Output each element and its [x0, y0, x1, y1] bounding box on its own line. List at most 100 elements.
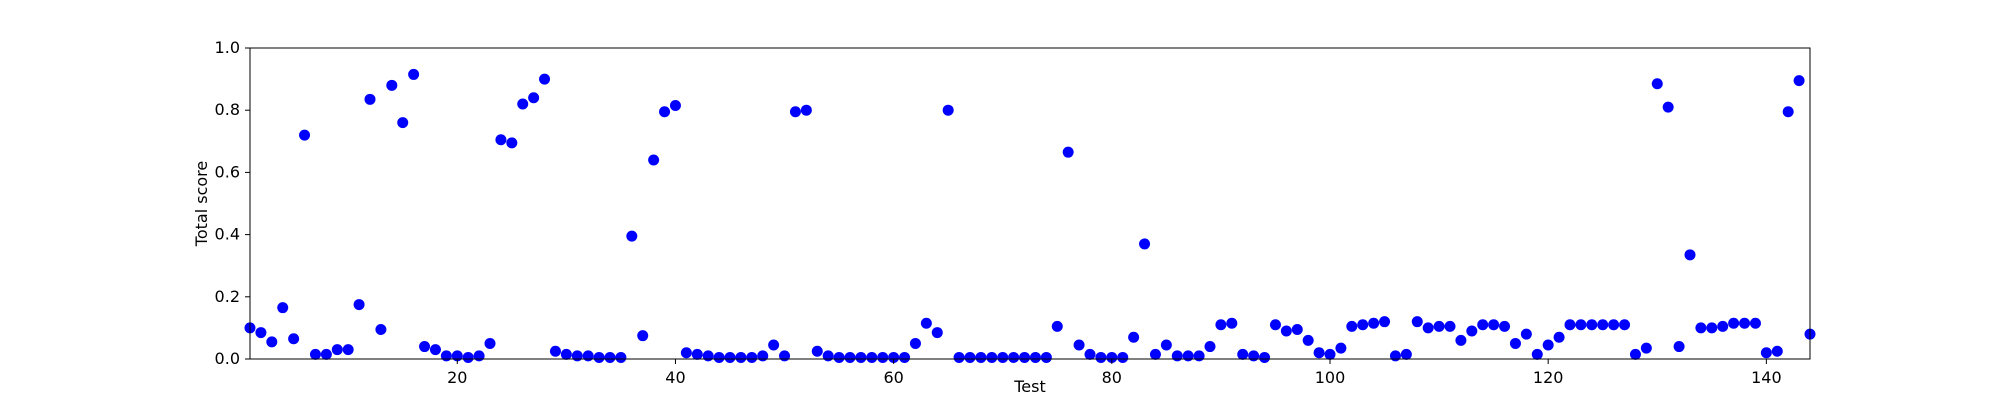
data-point: [397, 117, 409, 129]
data-point: [288, 333, 300, 345]
data-point: [1237, 348, 1249, 360]
data-point: [1455, 334, 1467, 346]
data-point: [255, 327, 267, 339]
x-axis-ticks: 20 40 60 80 100 120 140: [447, 359, 1782, 387]
data-point: [1520, 328, 1532, 340]
data-point: [702, 350, 714, 362]
data-point: [1695, 322, 1707, 334]
data-point: [1095, 351, 1107, 363]
data-point: [549, 345, 561, 357]
data-point: [1128, 331, 1140, 343]
data-point: [1749, 317, 1761, 329]
data-point: [811, 345, 823, 357]
data-point: [386, 79, 398, 91]
data-point: [1139, 238, 1151, 250]
data-point: [320, 348, 332, 360]
data-point: [1684, 249, 1696, 261]
data-point: [648, 154, 660, 166]
data-point: [1706, 322, 1718, 334]
data-point: [1553, 331, 1565, 343]
data-point: [855, 351, 867, 363]
data-point: [309, 348, 321, 360]
data-point: [506, 137, 518, 149]
x-tick-label: 140: [1751, 368, 1782, 387]
data-point: [986, 351, 998, 363]
data-point: [1073, 339, 1085, 351]
data-point: [920, 317, 932, 329]
data-point: [1444, 320, 1456, 332]
data-point: [724, 351, 736, 363]
data-point: [833, 351, 845, 363]
data-point: [266, 336, 278, 348]
data-point: [473, 350, 485, 362]
data-point: [615, 351, 627, 363]
data-point: [342, 344, 354, 356]
data-point: [299, 129, 311, 141]
data-point: [909, 337, 921, 349]
data-point: [1640, 342, 1652, 354]
data-point: [1728, 317, 1740, 329]
y-tick-label: 0.8: [215, 100, 240, 119]
data-point: [1160, 339, 1172, 351]
data-point: [1302, 334, 1314, 346]
data-point: [1106, 351, 1118, 363]
data-point: [1291, 323, 1303, 335]
data-point: [822, 350, 834, 362]
data-point: [877, 351, 889, 363]
data-point: [888, 351, 900, 363]
data-point: [1608, 319, 1620, 331]
data-point: [1782, 106, 1794, 118]
data-point: [757, 350, 769, 362]
data-point: [1433, 320, 1445, 332]
x-tick-label: 60: [883, 368, 903, 387]
data-point: [440, 350, 452, 362]
data-point: [528, 92, 540, 104]
data-point: [997, 351, 1009, 363]
data-point: [1739, 317, 1751, 329]
data-point: [1466, 325, 1478, 337]
data-point: [1771, 345, 1783, 357]
x-tick-label: 20: [447, 368, 467, 387]
x-tick-label: 80: [1102, 368, 1122, 387]
data-point: [680, 347, 692, 359]
data-point: [1411, 316, 1423, 328]
x-tick-label: 40: [665, 368, 685, 387]
data-point: [1226, 317, 1238, 329]
data-point: [1313, 347, 1325, 359]
data-point: [669, 100, 681, 112]
data-point: [1499, 320, 1511, 332]
data-point: [1248, 350, 1260, 362]
data-point: [942, 104, 954, 116]
data-point: [419, 341, 431, 353]
data-point: [1488, 319, 1500, 331]
data-point: [1280, 325, 1292, 337]
data-point: [375, 323, 387, 335]
data-point: [1324, 348, 1336, 360]
data-point: [626, 230, 638, 242]
y-tick-label: 0.6: [215, 162, 240, 181]
data-point: [1379, 316, 1391, 328]
data-point: [1422, 322, 1434, 334]
data-point: [1029, 351, 1041, 363]
data-point: [899, 351, 911, 363]
data-point: [582, 350, 594, 362]
data-point: [800, 104, 812, 116]
data-point: [975, 351, 987, 363]
data-point: [1040, 351, 1052, 363]
data-point: [429, 344, 441, 356]
data-point: [331, 344, 343, 356]
x-tick-label: 100: [1315, 368, 1346, 387]
data-point: [353, 299, 365, 311]
data-point: [408, 68, 420, 80]
data-point: [1149, 348, 1161, 360]
data-point: [931, 327, 943, 339]
y-tick-label: 0.2: [215, 287, 240, 306]
y-tick-label: 0.4: [215, 225, 240, 244]
data-point: [277, 302, 289, 314]
data-point: [1793, 75, 1805, 87]
y-tick-label: 1.0: [215, 38, 240, 57]
data-point: [1171, 350, 1183, 362]
data-point: [1062, 146, 1074, 158]
data-point: [1619, 319, 1631, 331]
